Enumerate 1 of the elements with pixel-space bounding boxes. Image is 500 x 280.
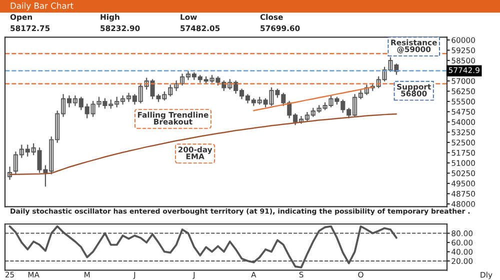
chart-title: Daily Bar Chart [10,2,74,10]
